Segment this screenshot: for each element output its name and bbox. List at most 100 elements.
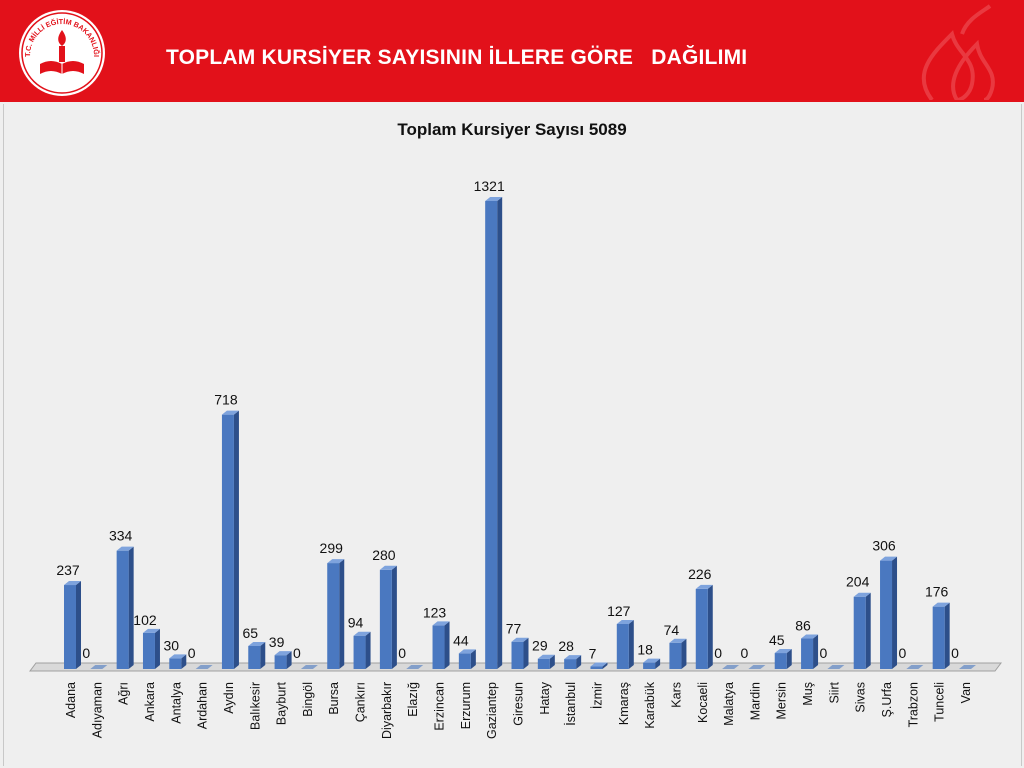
bar-flat [406,665,424,669]
bar-top [643,658,661,663]
bar-top [485,197,503,201]
x-tick-label: Giresun [512,682,526,726]
data-label: 86 [795,618,811,634]
bar-31 [880,556,898,669]
bar-flat [195,665,213,669]
bar-28 [801,634,819,669]
bar-side [892,556,898,669]
bar-top [64,581,81,586]
x-tick-label: Aydın [222,682,236,714]
bar-front [537,658,550,669]
bar-top [932,602,950,607]
bar-top [116,546,134,551]
bar-21 [616,620,634,669]
bar-side [813,634,819,669]
bar-22 [643,658,661,669]
data-label: 74 [664,622,680,638]
bar-19 [564,655,582,669]
bar-4 [169,654,187,669]
header-bar: T.C. MİLLİ EĞİTİM BAKANLIĞI TOPLAM KURSİ… [0,0,1024,102]
bar-top [458,649,476,654]
bar-flat [906,665,924,669]
bar-top [169,654,187,659]
bar-side [944,602,950,669]
chart-title: Toplam Kursiyer Sayısı 5089 [397,120,627,139]
x-tick-label: Bayburt [275,681,289,725]
data-label: 299 [320,540,344,556]
data-label: 45 [769,632,785,648]
bar-side [444,621,450,669]
x-tick-label: Erzincan [433,682,447,731]
bar-front [169,658,182,669]
data-label: 204 [846,574,870,590]
bar-side [76,581,81,669]
x-tick-label: Diyarbakır [380,682,394,739]
bar-front [801,638,814,669]
bar-top [564,655,582,660]
bar-top [801,634,819,639]
bar-front [564,659,577,669]
bar-top [142,628,160,633]
bar-front [616,624,629,669]
bar-side [786,649,792,669]
bar-side [260,641,266,669]
x-tick-label: Ağrı [117,682,131,705]
data-label: 30 [164,637,180,653]
bar-side [128,546,134,669]
data-label: 102 [133,612,157,628]
data-label: 0 [188,645,196,661]
bar-16 [485,197,503,669]
bar-side [523,637,529,669]
bar-32 [906,665,924,669]
x-tick-label: Ardahan [196,682,210,729]
bar-top [353,631,371,636]
x-tick-label: Sivas [854,682,868,713]
x-tick-label: Mardin [748,682,762,720]
data-label: 306 [872,538,896,554]
bar-flat [827,665,845,669]
data-label: 94 [348,615,364,631]
x-tick-label: Çankırı [354,682,368,722]
data-label: 39 [269,634,285,650]
data-label: 1321 [474,178,505,194]
data-label: 65 [242,625,258,641]
bar-8 [274,651,292,669]
x-tick-label: Muş [801,682,815,706]
x-tick-label: Bingöl [301,682,315,717]
bar-30 [853,592,871,669]
bar-top [669,638,687,643]
bar-flat [300,665,318,669]
bar-top [880,556,898,561]
data-label: 237 [56,562,80,578]
bar-top [616,620,634,625]
bar-top [379,565,397,570]
x-tick-label: Kars [669,682,683,708]
bar-front [274,655,287,669]
bar-3 [142,628,160,669]
data-label: 0 [819,645,827,661]
bar-side [181,654,187,669]
bar-top [274,651,292,656]
data-label: 127 [607,603,631,619]
bar-24 [695,584,713,669]
bar-side [365,631,371,669]
bar-front [485,201,498,669]
bar-side [602,662,608,669]
meb-logo-icon: T.C. MİLLİ EĞİTİM BAKANLIĞI [19,10,105,96]
x-tick-label: Van [959,682,973,703]
data-label: 7 [589,646,597,662]
data-label: 718 [214,392,238,408]
bar-front [774,653,787,669]
x-tick-label: Ş.Urfa [880,682,894,717]
x-tick-label: Hatay [538,681,552,714]
bar-top [853,592,871,597]
bar-18 [537,654,555,669]
bar-1 [90,665,108,669]
flame-watermark-icon [921,4,995,100]
bar-20 [590,662,608,669]
bar-front [432,625,445,669]
bar-side [655,658,661,669]
bar-side [497,197,503,669]
bar-front [932,606,945,669]
bar-side [681,638,687,669]
